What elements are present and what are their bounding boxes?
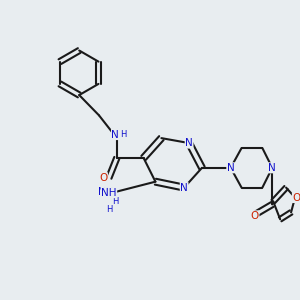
Text: H: H [106, 205, 112, 214]
Text: N: N [112, 130, 119, 140]
Text: NH: NH [101, 188, 117, 198]
Text: H: H [120, 130, 127, 139]
Text: O: O [251, 211, 259, 221]
Text: H: H [112, 196, 119, 206]
Text: N: N [180, 183, 188, 193]
Text: O: O [292, 193, 300, 202]
Text: N: N [268, 163, 276, 173]
Text: N: N [185, 138, 193, 148]
Text: N: N [227, 163, 235, 173]
Text: O: O [99, 173, 107, 183]
Text: NH: NH [98, 187, 114, 196]
